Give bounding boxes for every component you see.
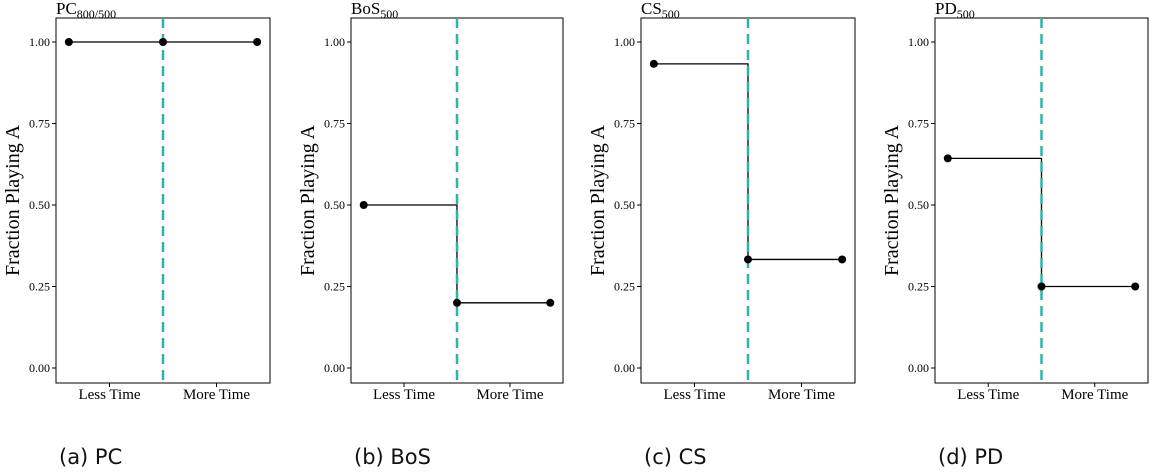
panel-title-subscript: 500 — [957, 7, 975, 21]
x-tick-label: More Time — [183, 387, 250, 403]
x-tick-label: More Time — [768, 387, 835, 403]
data-point — [943, 154, 952, 163]
data-point — [1131, 282, 1140, 291]
x-tick-label: More Time — [476, 387, 543, 403]
panel-title-subscript: 500 — [662, 7, 680, 21]
y-tick-label: 0.50 — [908, 198, 929, 212]
data-point — [1037, 282, 1046, 291]
y-tick-label: 0.50 — [29, 198, 50, 212]
y-tick-label: 0.25 — [29, 280, 50, 294]
data-point — [64, 38, 73, 46]
y-axis-label: Fraction Playing A — [297, 124, 319, 276]
subfigure-caption: (c) CS — [644, 445, 707, 469]
panel-title-main: PD — [935, 0, 957, 18]
y-tick-label: 0.25 — [908, 280, 929, 294]
y-tick-label: 0.75 — [324, 117, 345, 131]
subfigure-caption: (d) PD — [938, 445, 1003, 469]
x-tick-label: More Time — [1061, 387, 1128, 403]
chart-panel-1: PC800/500 Fraction Playing A 0.00 0.25 0.50 0… — [2, 0, 271, 469]
y-tick-label: 0.75 — [908, 117, 929, 131]
y-tick-label: 1.00 — [614, 35, 635, 49]
step-line — [947, 157, 1136, 288]
data-point — [546, 298, 555, 307]
y-tick-label: 0.50 — [324, 198, 345, 212]
step-line — [363, 204, 551, 304]
x-tick-label: Less Time — [78, 387, 140, 403]
data-point — [453, 298, 461, 307]
x-tick-label: Less Time — [663, 387, 725, 403]
subfigure-caption: (a) PC — [59, 445, 122, 469]
chart-panel-2: BoS500 Fraction Playing A 0.00 0.25 0.50 0.75… — [297, 0, 564, 469]
y-tick-label: 0.00 — [908, 361, 929, 375]
y-tick-label: 1.00 — [908, 35, 929, 49]
subfigure-caption: (b) BoS — [354, 445, 431, 469]
y-axis-label: Fraction Playing A — [881, 124, 903, 276]
y-tick-label: 1.00 — [29, 35, 50, 49]
y-tick-label: 0.25 — [614, 280, 635, 294]
data-point — [744, 255, 752, 264]
data-point — [649, 59, 658, 68]
data-point — [253, 38, 262, 46]
chart-panel-4: PD500 Fraction Playing A 0.00 0.25 0.50 0.75 1… — [881, 0, 1149, 469]
data-point — [159, 38, 167, 46]
data-point — [838, 255, 847, 264]
y-tick-label: 0.50 — [614, 198, 635, 212]
y-tick-label: 0.75 — [614, 117, 635, 131]
y-tick-label: 0.00 — [614, 361, 635, 375]
panel-title-main: BoS — [351, 0, 380, 18]
x-tick-label: Less Time — [373, 387, 435, 403]
y-tick-label: 0.25 — [324, 280, 345, 294]
x-tick-label: Less Time — [957, 387, 1019, 403]
chart-panel-3: CS500 Fraction Playing A 0.00 0.25 0.50 0.75 1… — [587, 0, 856, 469]
panel-title-subscript: 800/500 — [77, 7, 116, 21]
y-tick-label: 1.00 — [324, 35, 345, 49]
y-tick-label: 0.00 — [324, 361, 345, 375]
y-axis-label: Fraction Playing A — [587, 124, 609, 276]
y-tick-label: 0.75 — [29, 117, 50, 131]
step-line — [653, 63, 843, 261]
y-tick-label: 0.00 — [29, 361, 50, 375]
panel-title-main: PC — [56, 0, 77, 18]
panel-title-subscript: 500 — [380, 7, 398, 21]
y-axis-label: Fraction Playing A — [2, 124, 24, 276]
data-point — [359, 201, 368, 209]
panel-title-main: CS — [641, 0, 662, 18]
